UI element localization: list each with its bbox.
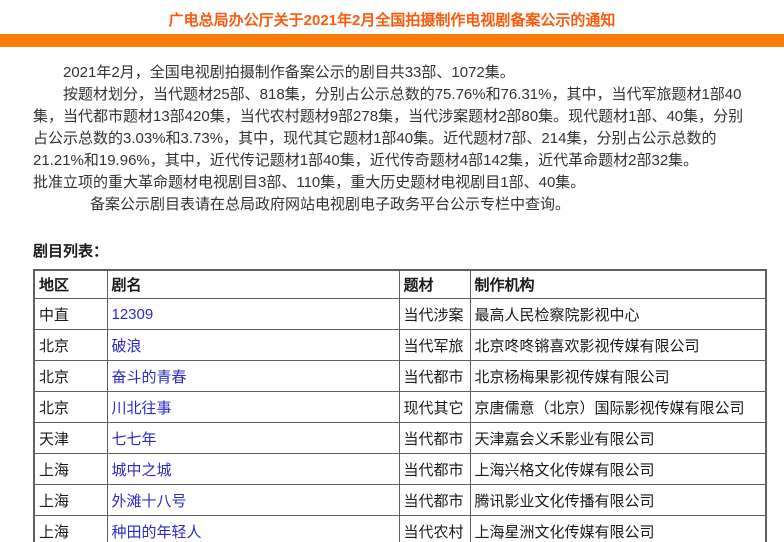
drama-title-link[interactable]: 破浪 (111, 337, 142, 355)
region-cell: 北京 (33, 329, 108, 361)
header-genre: 题材 (398, 269, 471, 299)
genre-cell: 当代都市 (398, 453, 471, 485)
title-cell: 七七年 (106, 422, 400, 454)
drama-title-link[interactable]: 城中之城 (111, 461, 172, 479)
producer-cell: 天津嘉会义禾影业有限公司 (469, 422, 767, 454)
genre-cell: 当代都市 (398, 360, 471, 392)
producer-cell: 北京杨梅果影视传媒有限公司 (469, 360, 767, 392)
producer-cell: 最高人民检察院影视中心 (469, 298, 767, 330)
title-cell: 12309 (106, 298, 400, 330)
producer-cell: 上海星洲文化传媒有限公司 (469, 515, 767, 542)
table-row: 天津 七七年 当代都市 天津嘉会义禾影业有限公司 (33, 422, 767, 454)
genre-cell: 当代都市 (398, 422, 471, 454)
region-cell: 上海 (33, 484, 108, 516)
genre-cell: 当代都市 (398, 484, 471, 516)
table-header-row: 地区 剧名 题材 制作机构 (33, 269, 767, 299)
drama-title-link[interactable]: 外滩十八号 (111, 492, 187, 510)
paragraph-approved: 批准立项的重大革命题材电视剧目3部、110集，重大历史题材电视剧目1部、40集。 (33, 174, 586, 191)
genre-cell: 当代军旅 (398, 329, 471, 361)
producer-cell: 北京咚咚锵喜欢影视传媒有限公司 (469, 329, 767, 361)
title-cell: 奋斗的青春 (106, 360, 400, 392)
region-cell: 北京 (33, 391, 108, 423)
title-cell: 破浪 (106, 329, 400, 361)
genre-cell: 当代农村 (398, 515, 471, 542)
drama-title-link[interactable]: 种田的年轻人 (111, 523, 202, 541)
header-region: 地区 (33, 269, 108, 299)
region-cell: 上海 (33, 515, 108, 542)
table-row: 上海 种田的年轻人 当代农村 上海星洲文化传媒有限公司 (33, 515, 767, 542)
table-row: 北京 破浪 当代军旅 北京咚咚锵喜欢影视传媒有限公司 (33, 329, 767, 361)
page-title: 广电总局办公厅关于2021年2月全国拍摄制作电视剧备案公示的通知 (168, 12, 616, 29)
producer-cell: 上海兴格文化传媒有限公司 (469, 453, 767, 485)
drama-table-body: 中直 12309 当代涉案 最高人民检察院影视中心 北京 破浪 当代军旅 北京咚咚锵喜欢影视传… (33, 298, 767, 542)
drama-title-link[interactable]: 12309 (111, 305, 154, 323)
header-producer: 制作机构 (469, 269, 767, 299)
table-row: 中直 12309 当代涉案 最高人民检察院影视中心 (33, 298, 767, 330)
region-cell: 天津 (33, 422, 108, 454)
drama-list-label: 剧目列表： (33, 243, 109, 260)
table-row: 上海 城中之城 当代都市 上海兴格文化传媒有限公司 (33, 453, 767, 485)
paragraph-breakdown: 按题材划分，当代题材25部、818集，分别占公示总数的75.76%和76.31%… (33, 86, 744, 169)
paragraph-query-hint: 备案公示剧目表请在总局政府网站电视剧电子政务平台公示专栏中查询。 (90, 196, 571, 213)
region-cell: 中直 (33, 298, 108, 330)
title-cell: 川北往事 (106, 391, 400, 423)
drama-title-link[interactable]: 川北往事 (111, 399, 172, 417)
genre-cell: 当代涉案 (398, 298, 471, 330)
title-cell: 外滩十八号 (106, 484, 400, 516)
drama-title-link[interactable]: 奋斗的青春 (111, 368, 187, 386)
region-cell: 上海 (33, 453, 108, 485)
title-cell: 种田的年轻人 (106, 515, 400, 542)
table-row: 上海 外滩十八号 当代都市 腾讯影业文化传播有限公司 (33, 484, 767, 516)
producer-cell: 京唐儒意（北京）国际影视传媒有限公司 (469, 391, 767, 423)
table-row: 北京 奋斗的青春 当代都市 北京杨梅果影视传媒有限公司 (33, 360, 767, 392)
accent-bar-divider (0, 34, 784, 47)
title-cell: 城中之城 (106, 453, 400, 485)
notice-body: 2021年2月，全国电视剧拍摄制作备案公示的剧目共33部、1072集。 按题材划… (33, 62, 752, 216)
producer-cell: 腾讯影业文化传播有限公司 (469, 484, 767, 516)
drama-title-link[interactable]: 七七年 (111, 430, 157, 448)
header-title: 剧名 (106, 269, 400, 299)
region-cell: 北京 (33, 360, 108, 392)
drama-table: 地区 剧名 题材 制作机构 中直 12309 当代涉案 最高人民检察院影视中心 北京 破浪… (33, 269, 767, 542)
table-row: 北京 川北往事 现代其它 京唐儒意（北京）国际影视传媒有限公司 (33, 391, 767, 423)
genre-cell: 现代其它 (398, 391, 471, 423)
paragraph-total: 2021年2月，全国电视剧拍摄制作备案公示的剧目共33部、1072集。 (63, 64, 515, 81)
